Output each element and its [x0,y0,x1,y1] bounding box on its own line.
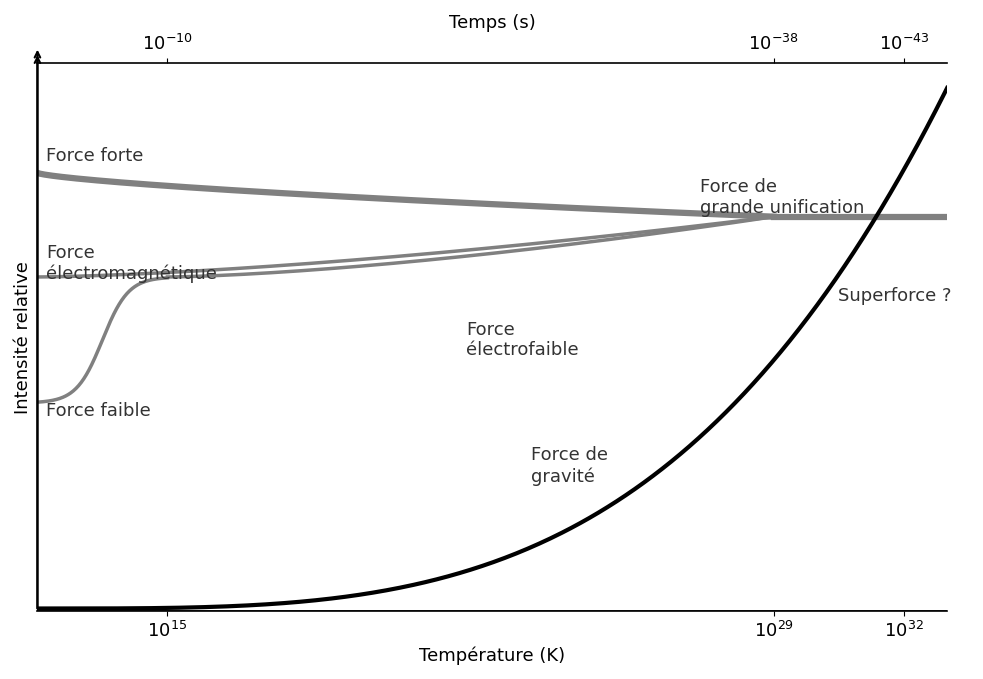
Y-axis label: Intensité relative: Intensité relative [14,261,31,414]
Text: Force
électromagnétique: Force électromagnétique [46,244,217,283]
Text: Force de
grande unification: Force de grande unification [700,178,865,217]
X-axis label: Température (K): Température (K) [419,646,565,665]
Text: Force
électrofaible: Force électrofaible [466,320,579,359]
Text: Force de
gravité: Force de gravité [531,446,608,485]
Text: Force forte: Force forte [46,147,144,166]
Text: Superforce ?: Superforce ? [838,287,952,305]
X-axis label: Temps (s): Temps (s) [449,14,536,32]
Text: Force faible: Force faible [46,402,151,420]
